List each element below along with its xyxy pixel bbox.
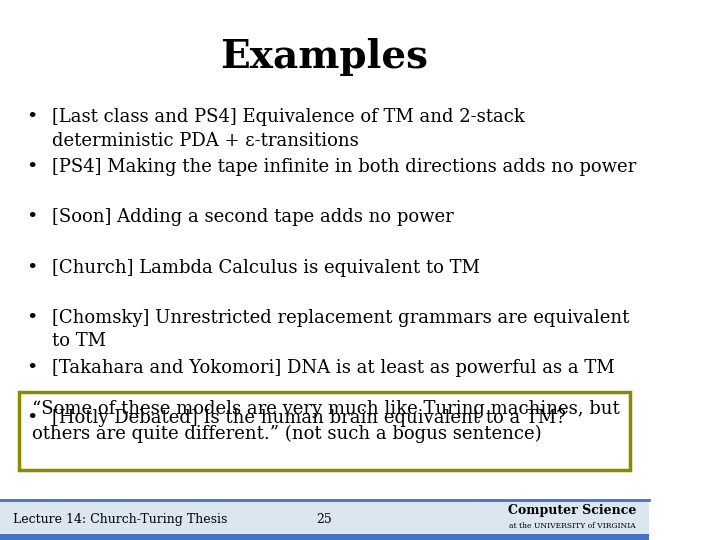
Text: [Hotly Debated] Is the human brain equivalent to a TM?: [Hotly Debated] Is the human brain equiv… xyxy=(52,409,566,427)
Text: “Some of these models are very much like Turing machines, but
others are quite d: “Some of these models are very much like… xyxy=(32,400,620,443)
Text: Lecture 14: Church-Turing Thesis: Lecture 14: Church-Turing Thesis xyxy=(13,513,228,526)
FancyBboxPatch shape xyxy=(19,392,629,470)
Text: Computer Science: Computer Science xyxy=(508,504,636,517)
Text: •: • xyxy=(26,309,37,327)
Text: •: • xyxy=(26,359,37,377)
Text: [Chomsky] Unrestricted replacement grammars are equivalent
to TM: [Chomsky] Unrestricted replacement gramm… xyxy=(52,309,629,350)
Text: at the UNIVERSITY of VIRGINIA: at the UNIVERSITY of VIRGINIA xyxy=(509,523,636,530)
Text: •: • xyxy=(26,158,37,176)
Text: [Soon] Adding a second tape adds no power: [Soon] Adding a second tape adds no powe… xyxy=(52,208,454,226)
Text: [Church] Lambda Calculus is equivalent to TM: [Church] Lambda Calculus is equivalent t… xyxy=(52,259,480,276)
Text: •: • xyxy=(26,108,37,126)
Text: [Last class and PS4] Equivalence of TM and 2-stack
deterministic PDA + ε-transit: [Last class and PS4] Equivalence of TM a… xyxy=(52,108,525,150)
Text: [PS4] Making the tape infinite in both directions adds no power: [PS4] Making the tape infinite in both d… xyxy=(52,158,636,176)
Text: •: • xyxy=(26,259,37,276)
Text: 25: 25 xyxy=(317,513,333,526)
Bar xyxy=(0,534,649,540)
Text: •: • xyxy=(26,208,37,226)
Text: •: • xyxy=(26,409,37,427)
Text: [Takahara and Yokomori] DNA is at least as powerful as a TM: [Takahara and Yokomori] DNA is at least … xyxy=(52,359,615,377)
Text: Examples: Examples xyxy=(220,38,428,76)
Bar xyxy=(0,500,649,540)
